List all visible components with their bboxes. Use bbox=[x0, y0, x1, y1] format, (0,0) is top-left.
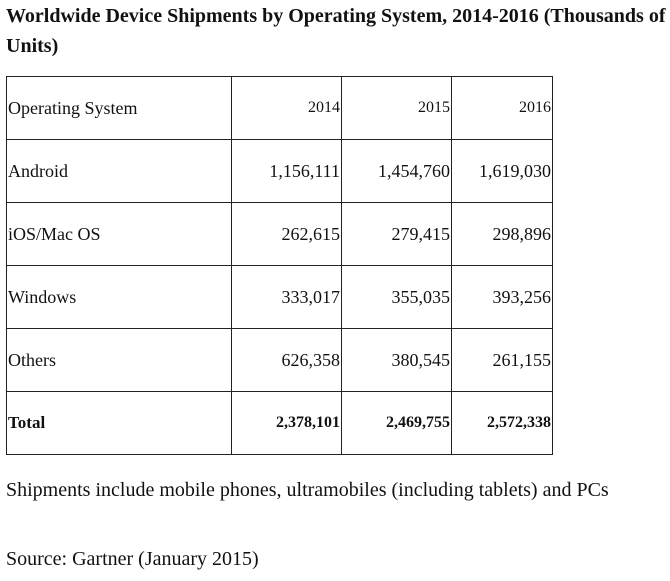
value-cell: 626,358 bbox=[231, 328, 342, 392]
os-name-cell: Android bbox=[6, 139, 232, 203]
os-name-cell: iOS/Mac OS bbox=[6, 202, 232, 266]
table-title: Worldwide Device Shipments by Operating … bbox=[6, 5, 666, 57]
table-row: Windows 333,017 355,035 393,256 bbox=[6, 265, 553, 329]
table-header-row: Operating System 2014 2015 2016 bbox=[6, 76, 553, 140]
value-cell: 380,545 bbox=[341, 328, 452, 392]
value-cell: 1,619,030 bbox=[451, 139, 553, 203]
header-year-2016: 2016 bbox=[451, 76, 553, 140]
header-year-2015: 2015 bbox=[341, 76, 452, 140]
value-cell: 393,256 bbox=[451, 265, 553, 329]
header-year-2014: 2014 bbox=[231, 76, 342, 140]
total-value-cell: 2,469,755 bbox=[341, 391, 452, 455]
value-cell: 333,017 bbox=[231, 265, 342, 329]
os-name-cell: Windows bbox=[6, 265, 232, 329]
total-label-cell: Total bbox=[6, 391, 232, 455]
total-value-cell: 2,378,101 bbox=[231, 391, 342, 455]
source-note: Source: Gartner (January 2015) bbox=[6, 548, 259, 570]
footnote: Shipments include mobile phones, ultramo… bbox=[6, 479, 609, 501]
table-total-row: Total 2,378,101 2,469,755 2,572,338 bbox=[6, 391, 553, 455]
shipments-table: Operating System 2014 2015 2016 Android … bbox=[6, 76, 553, 455]
value-cell: 1,454,760 bbox=[341, 139, 452, 203]
value-cell: 262,615 bbox=[231, 202, 342, 266]
os-name-cell: Others bbox=[6, 328, 232, 392]
table-row: iOS/Mac OS 262,615 279,415 298,896 bbox=[6, 202, 553, 266]
header-operating-system: Operating System bbox=[6, 76, 232, 140]
value-cell: 279,415 bbox=[341, 202, 452, 266]
total-value-cell: 2,572,338 bbox=[451, 391, 553, 455]
value-cell: 298,896 bbox=[451, 202, 553, 266]
value-cell: 355,035 bbox=[341, 265, 452, 329]
table-row: Android 1,156,111 1,454,760 1,619,030 bbox=[6, 139, 553, 203]
value-cell: 261,155 bbox=[451, 328, 553, 392]
value-cell: 1,156,111 bbox=[231, 139, 342, 203]
table-row: Others 626,358 380,545 261,155 bbox=[6, 328, 553, 392]
